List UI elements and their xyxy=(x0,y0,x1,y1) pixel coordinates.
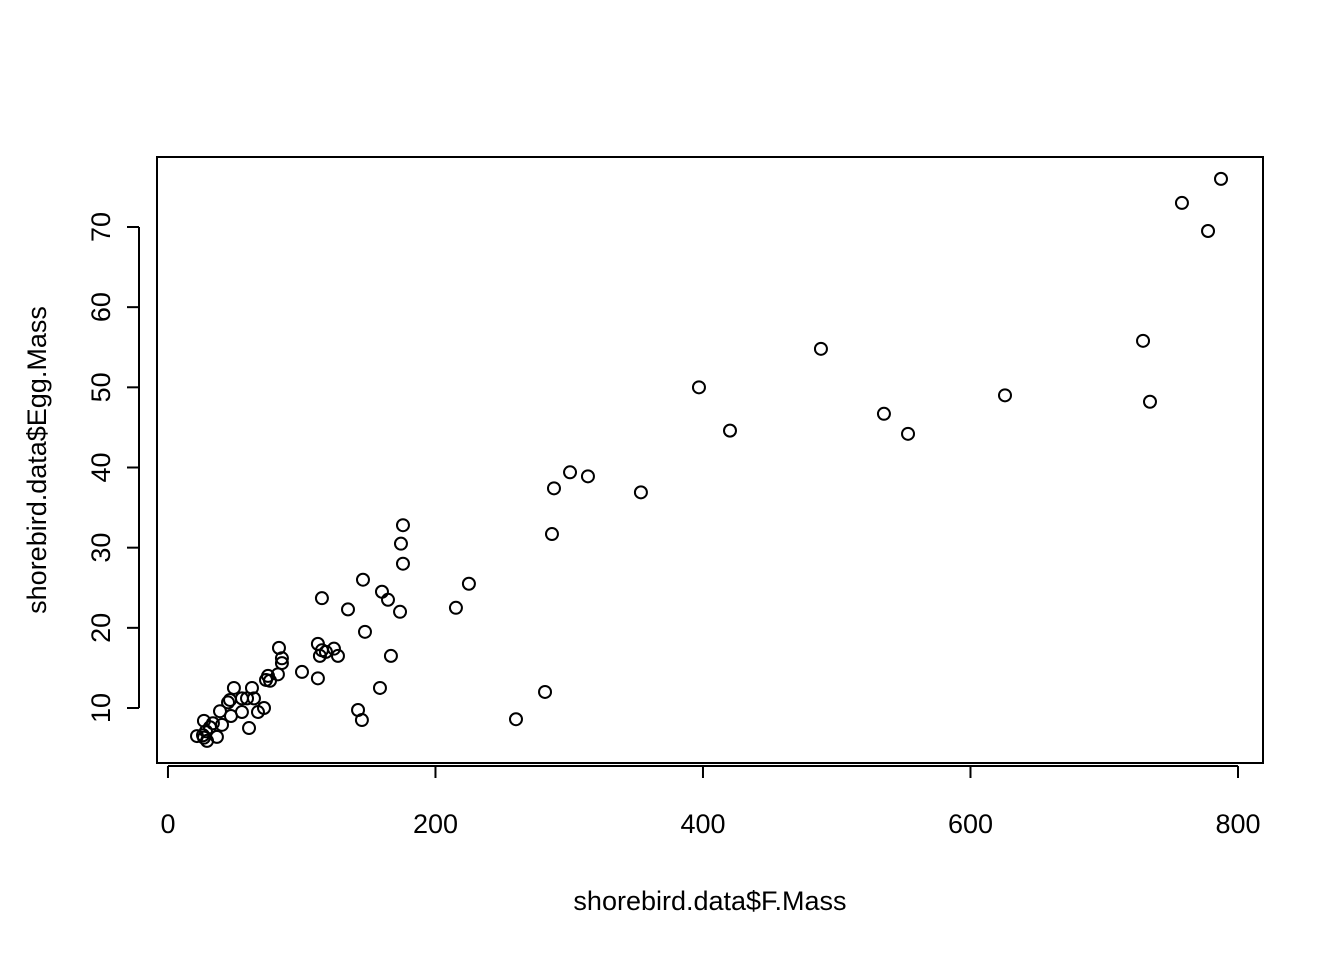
point xyxy=(354,713,369,728)
point xyxy=(294,664,309,679)
point xyxy=(395,556,410,571)
point xyxy=(633,485,648,500)
point xyxy=(355,572,370,587)
y-tick-label: 50 xyxy=(86,372,116,402)
y-tick-label: 70 xyxy=(86,212,116,242)
point xyxy=(310,671,325,686)
point xyxy=(563,465,578,480)
point xyxy=(372,680,387,695)
point xyxy=(314,591,329,606)
y-tick-label: 60 xyxy=(86,292,116,322)
point xyxy=(374,584,389,599)
point xyxy=(357,624,372,639)
point xyxy=(212,704,227,719)
point xyxy=(226,680,241,695)
point xyxy=(340,602,355,617)
plot-frame xyxy=(156,156,1264,764)
point xyxy=(813,341,828,356)
x-tick-label: 200 xyxy=(413,809,458,839)
point xyxy=(901,426,916,441)
point xyxy=(1214,171,1229,186)
point xyxy=(448,600,463,615)
point xyxy=(312,648,327,663)
x-axis-label: shorebird.data$F.Mass xyxy=(573,886,846,916)
point xyxy=(544,527,559,542)
point xyxy=(1136,333,1151,348)
point xyxy=(876,406,891,421)
x-tick-label: 800 xyxy=(1215,809,1260,839)
point xyxy=(196,713,211,728)
y-axis-label: shorebird.data$Egg.Mass xyxy=(22,306,52,614)
point xyxy=(997,388,1012,403)
point xyxy=(200,733,215,748)
point xyxy=(330,648,345,663)
x-tick-label: 600 xyxy=(948,809,993,839)
point xyxy=(274,651,289,666)
point xyxy=(242,721,257,736)
point xyxy=(221,695,236,710)
point xyxy=(223,692,238,707)
point xyxy=(326,641,341,656)
x-tick-label: 0 xyxy=(160,809,175,839)
point xyxy=(691,380,706,395)
y-tick-label: 30 xyxy=(86,533,116,563)
point xyxy=(383,648,398,663)
y-tick-label: 20 xyxy=(86,613,116,643)
point xyxy=(395,518,410,533)
point xyxy=(1201,223,1216,238)
point xyxy=(538,684,553,699)
y-tick-label: 10 xyxy=(86,693,116,723)
x-tick-label: 400 xyxy=(680,809,725,839)
point xyxy=(461,576,476,591)
point xyxy=(263,673,278,688)
point xyxy=(546,481,561,496)
point xyxy=(580,469,595,484)
point xyxy=(722,423,737,438)
point xyxy=(1174,195,1189,210)
point xyxy=(1142,394,1157,409)
point xyxy=(196,730,211,745)
point xyxy=(393,536,408,551)
point xyxy=(240,691,255,706)
point xyxy=(250,705,265,720)
point xyxy=(393,604,408,619)
point xyxy=(380,592,395,607)
y-tick-label: 40 xyxy=(86,452,116,482)
point xyxy=(508,712,523,727)
